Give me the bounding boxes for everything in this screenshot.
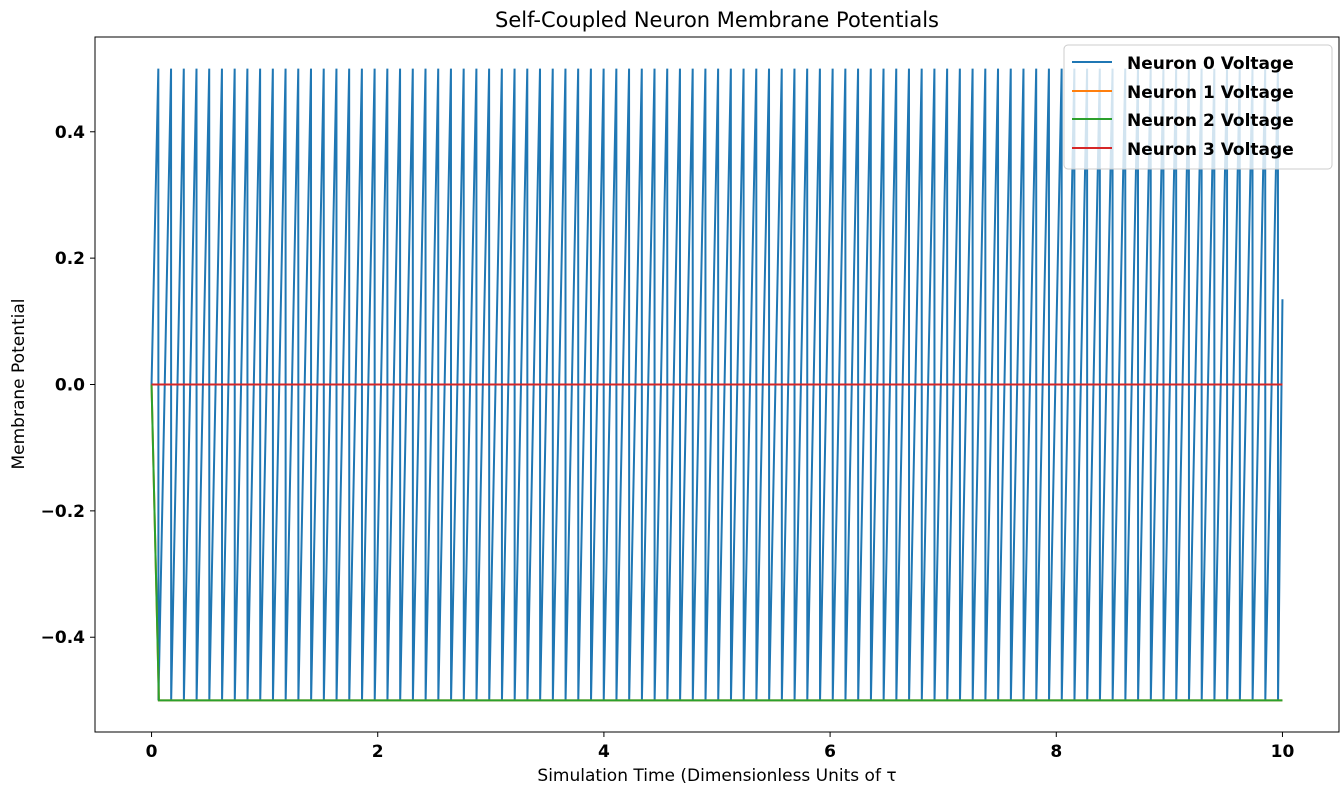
series-line-neuron-2 <box>150 384 1283 702</box>
x-tick-label: 0 <box>146 742 158 762</box>
x-tick-label: 10 <box>1271 742 1295 762</box>
x-tick-label: 4 <box>598 742 610 762</box>
y-tick-label: −0.2 <box>41 502 85 522</box>
y-tick-label: 0.4 <box>55 123 85 143</box>
legend-label-neuron-1: Neuron 1 Voltage <box>1127 83 1294 103</box>
chart-title: Self-Coupled Neuron Membrane Potentials <box>495 8 939 32</box>
x-tick-label: 8 <box>1050 742 1062 762</box>
legend-box <box>1063 44 1333 170</box>
legend-label-neuron-3: Neuron 3 Voltage <box>1127 140 1294 160</box>
legend-label-neuron-2: Neuron 2 Voltage <box>1127 111 1294 131</box>
x-axis-label: Simulation Time (Dimensionless Units of … <box>537 766 896 786</box>
series-layer <box>150 68 1284 702</box>
y-axis: −0.4 −0.2 0.0 0.2 0.4 <box>41 123 95 648</box>
y-tick-label: 0.2 <box>55 249 85 269</box>
y-tick-label: −0.4 <box>41 628 86 648</box>
legend-label-neuron-0: Neuron 0 Voltage <box>1127 54 1294 74</box>
y-axis-label: Membrane Potential <box>9 299 29 470</box>
legend: Neuron 0 Voltage Neuron 1 Voltage Neuron… <box>1063 44 1333 170</box>
x-tick-label: 6 <box>824 742 836 762</box>
y-tick-label: 0.0 <box>55 376 85 396</box>
x-axis: 0 2 4 6 8 10 <box>146 732 1295 762</box>
x-tick-label: 2 <box>372 742 384 762</box>
